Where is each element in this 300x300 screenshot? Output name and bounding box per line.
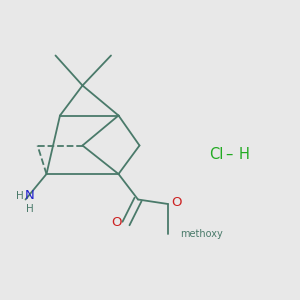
Text: N: N: [25, 189, 35, 203]
Text: H: H: [16, 191, 24, 201]
Text: Cl: Cl: [209, 147, 224, 162]
Text: H: H: [238, 147, 249, 162]
Text: H: H: [26, 203, 34, 214]
Text: methoxy: methoxy: [181, 229, 224, 239]
Text: O: O: [111, 215, 122, 229]
Text: O: O: [171, 196, 182, 209]
Text: –: –: [225, 147, 232, 162]
